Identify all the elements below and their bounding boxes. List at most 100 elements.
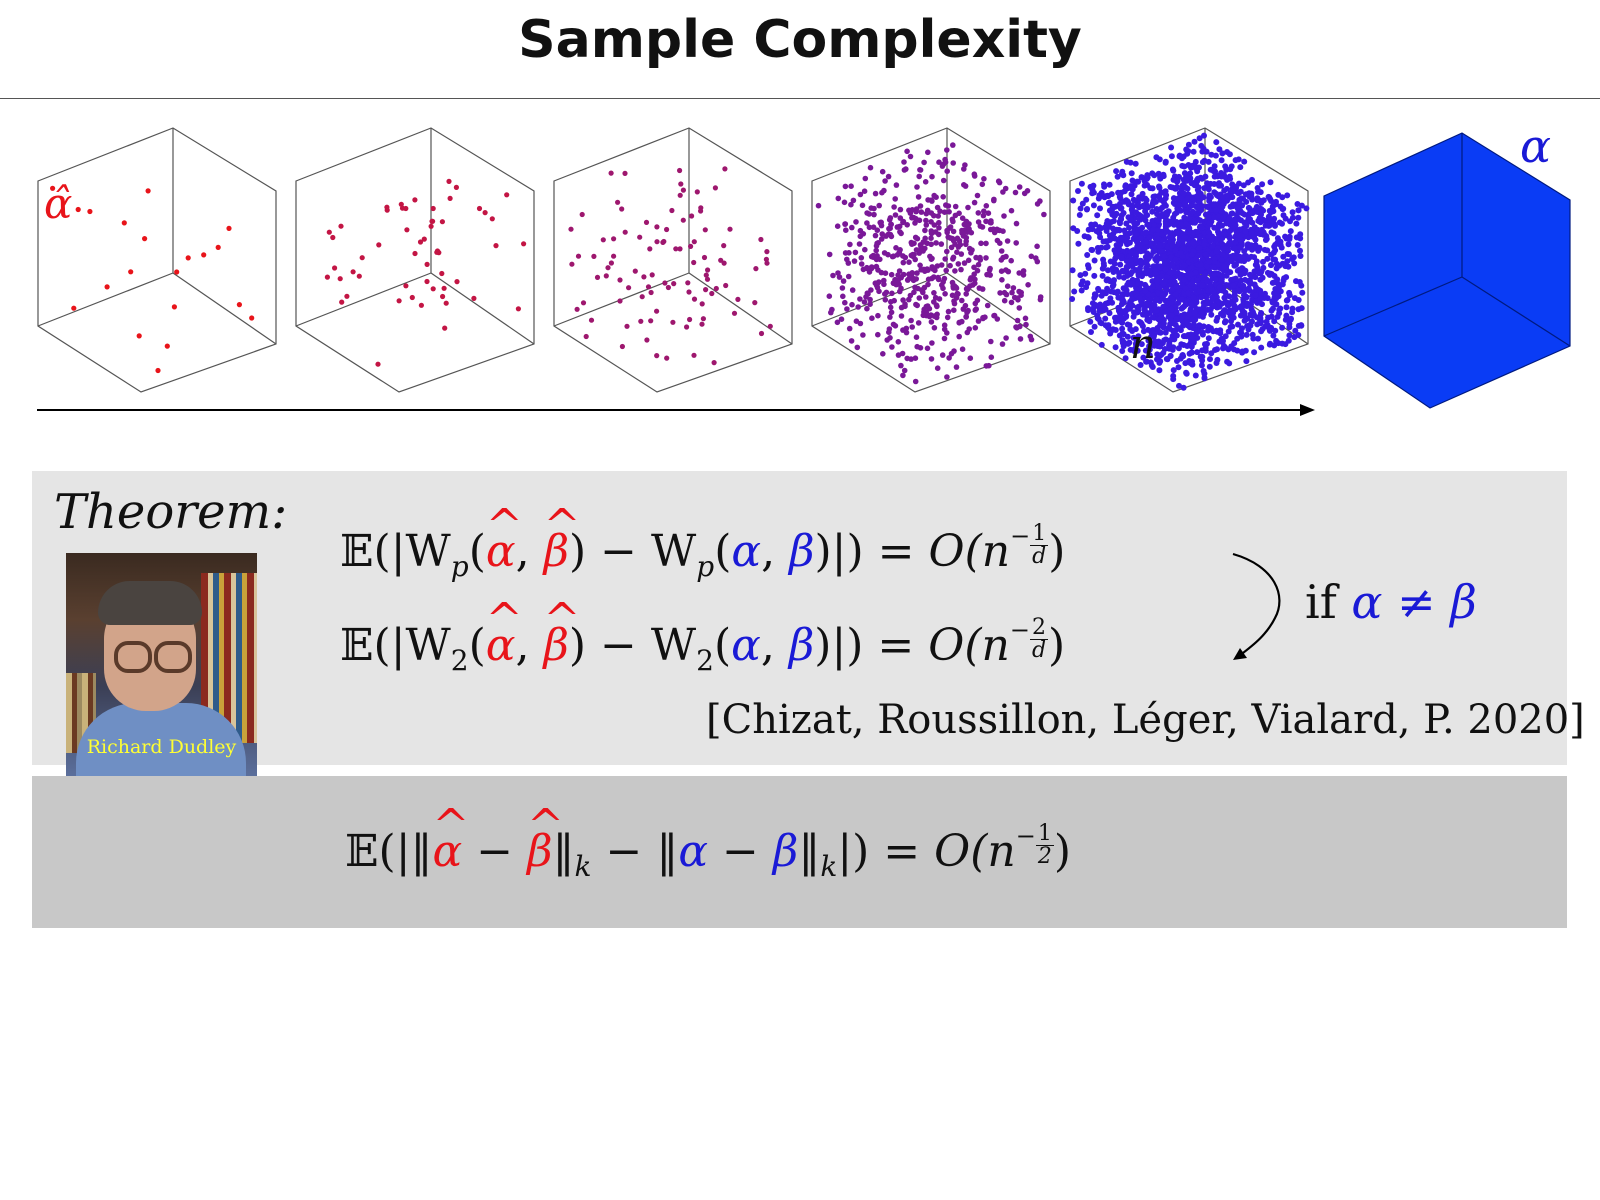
sample-point: [937, 208, 943, 214]
sample-point: [1171, 211, 1178, 217]
sample-point: [1272, 241, 1279, 248]
sample-point: [1249, 196, 1256, 203]
sample-point: [1185, 195, 1191, 202]
sample-point: [1124, 272, 1131, 279]
sample-point: [1241, 158, 1248, 165]
sample-point: [906, 271, 912, 277]
sample-point: [911, 289, 917, 296]
sample-point: [1001, 297, 1008, 304]
sample-point: [912, 220, 918, 226]
sample-point: [1276, 310, 1283, 317]
sample-point: [854, 344, 861, 351]
sample-point: [994, 316, 1001, 322]
sample-point: [1149, 185, 1156, 192]
sample-point: [1249, 331, 1256, 338]
condition-if: if: [1305, 575, 1337, 629]
sample-point: [1180, 342, 1187, 348]
sample-point: [845, 273, 852, 280]
sample-point: [1244, 303, 1250, 309]
sample-point: [955, 261, 962, 267]
sample-point: [949, 292, 956, 299]
sample-point: [1122, 355, 1129, 362]
sample-point: [865, 291, 871, 297]
sample-point: [1267, 340, 1274, 347]
sample-point: [1100, 260, 1107, 267]
sample-point: [1199, 357, 1206, 364]
sample-point: [968, 275, 974, 281]
sample-point: [1199, 323, 1206, 330]
sample-point: [731, 310, 738, 316]
sample-point: [476, 205, 483, 212]
sample-point: [880, 351, 886, 357]
sample-point: [1150, 283, 1156, 290]
sample-point: [1180, 190, 1187, 197]
sample-point: [1196, 244, 1203, 251]
sample-point: [622, 170, 628, 176]
sample-point: [942, 159, 949, 165]
sample-point: [236, 302, 242, 308]
sample-point: [952, 203, 959, 210]
sample-point: [617, 298, 623, 304]
sample-point: [398, 201, 404, 207]
sample-point: [1274, 280, 1281, 287]
sample-point: [1112, 327, 1119, 333]
sample-point: [960, 306, 967, 312]
sample-point: [1215, 213, 1222, 220]
sample-point: [1222, 211, 1229, 218]
sample-point: [1201, 185, 1208, 192]
sample-point: [1284, 192, 1291, 199]
sample-point: [356, 273, 362, 279]
sample-point: [1200, 368, 1207, 374]
sample-point: [1133, 230, 1140, 237]
sample-point: [75, 206, 81, 213]
cube-outline: [37, 127, 277, 393]
sample-point: [915, 194, 922, 200]
sample-point: [931, 290, 937, 296]
sample-point: [1236, 232, 1243, 239]
sample-point: [603, 273, 609, 279]
sample-point: [1213, 139, 1220, 146]
sample-point: [871, 211, 877, 218]
sample-point: [428, 223, 434, 229]
sample-point: [842, 183, 849, 190]
sample-point: [1224, 149, 1230, 155]
sample-point: [1125, 340, 1132, 347]
sample-point: [1179, 352, 1186, 358]
sample-point: [1268, 262, 1275, 268]
sample-point: [1156, 316, 1163, 323]
sample-point: [1123, 220, 1130, 227]
sample-point: [866, 224, 873, 231]
sample-point: [907, 210, 914, 216]
sample-point: [670, 319, 676, 325]
sample-point: [1112, 344, 1119, 351]
sample-point: [1151, 302, 1158, 309]
sample-point: [888, 299, 894, 305]
true-cube-edge: [1323, 276, 1463, 337]
sample-point: [1190, 338, 1197, 345]
sample-point: [828, 309, 834, 316]
sample-point: [951, 298, 957, 304]
sample-point: [917, 262, 923, 269]
sample-point: [1156, 367, 1163, 374]
sample-point: [879, 168, 886, 175]
sample-point: [928, 228, 934, 234]
sample-point: [984, 302, 991, 309]
sample-point: [964, 229, 970, 235]
sample-point: [1159, 204, 1166, 211]
sample-point: [849, 301, 855, 308]
sample-point: [1111, 277, 1117, 284]
sample-point: [1009, 289, 1015, 296]
true-measure-cube: [1323, 132, 1571, 409]
sample-point: [994, 226, 1000, 233]
sample-point: [1144, 250, 1151, 257]
sample-point: [1207, 282, 1214, 289]
sample-point: [1077, 272, 1084, 279]
sample-point: [632, 268, 638, 274]
sample-point: [1270, 332, 1277, 339]
sample-point: [862, 175, 869, 182]
sample-point: [1262, 323, 1269, 330]
sample-point: [912, 378, 919, 385]
sample-point: [1207, 325, 1214, 332]
sample-point: [1141, 245, 1148, 252]
sample-point: [1020, 268, 1027, 274]
